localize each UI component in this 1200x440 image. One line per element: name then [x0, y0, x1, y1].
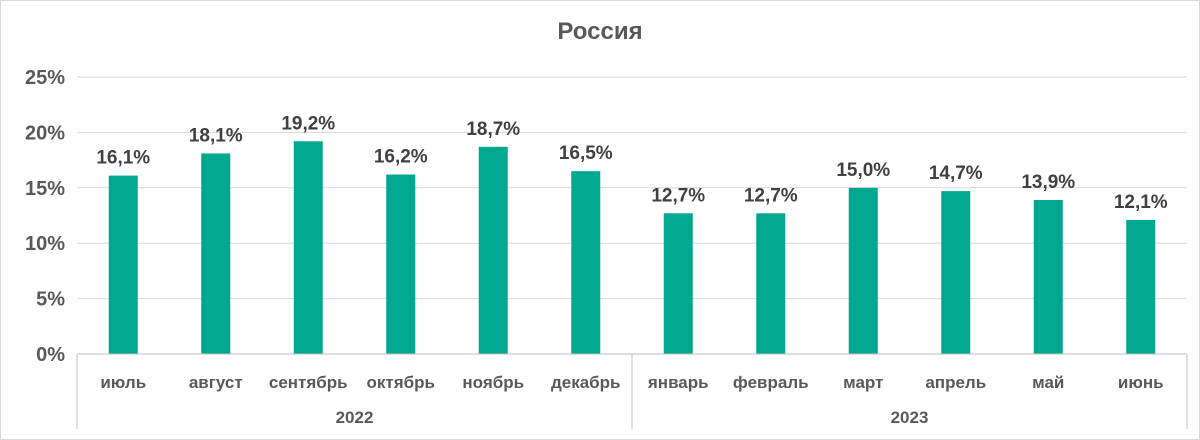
- data-label: 12,7%: [744, 185, 798, 206]
- data-label: 16,5%: [559, 143, 613, 164]
- x-tick-label: ноябрь: [462, 373, 524, 392]
- data-label: 14,7%: [929, 163, 983, 184]
- data-label: 19,2%: [281, 113, 335, 134]
- data-label: 16,1%: [96, 148, 150, 169]
- bar: [941, 191, 971, 354]
- y-tick-label: 5%: [36, 289, 65, 311]
- x-tick-label: январь: [647, 373, 709, 392]
- x-tick-label: март: [843, 373, 883, 392]
- group-label: 2023: [891, 408, 929, 427]
- x-tick-label: май: [1032, 373, 1064, 392]
- y-tick-label: 10%: [25, 233, 65, 255]
- bar: [663, 213, 693, 354]
- data-label: 16,2%: [374, 147, 428, 168]
- gridlines: [77, 76, 1187, 300]
- chart-title: Россия: [557, 18, 642, 45]
- bar: [1126, 219, 1156, 354]
- y-tick-label: 15%: [25, 178, 65, 200]
- group-label: 2022: [336, 408, 374, 427]
- bar: [478, 146, 508, 354]
- data-label: 18,1%: [189, 125, 243, 146]
- x-tick-label: август: [189, 373, 243, 392]
- bars: [108, 141, 1156, 354]
- data-label: 12,1%: [1114, 192, 1168, 213]
- y-tick-label: 25%: [25, 67, 65, 89]
- x-tick-label: февраль: [733, 373, 809, 392]
- data-label: 12,7%: [651, 185, 705, 206]
- x-tick-label: декабрь: [551, 373, 621, 392]
- data-label: 18,7%: [466, 119, 520, 140]
- y-axis-ticks: 0% 5% 10% 15% 20% 25%: [25, 67, 65, 366]
- bar: [571, 171, 601, 354]
- y-tick-label: 20%: [25, 122, 65, 144]
- x-tick-label: октябрь: [367, 373, 435, 392]
- x-tick-label: сентябрь: [269, 373, 348, 392]
- data-label: 15,0%: [836, 160, 890, 181]
- x-tick-label: июль: [100, 373, 146, 392]
- bar: [1033, 199, 1063, 354]
- x-tick-label: апрель: [925, 373, 986, 392]
- bar: [293, 141, 323, 354]
- y-tick-label: 0%: [36, 344, 65, 366]
- data-labels: 16,1% 18,1% 19,2% 16,2% 18,7% 16,5% 12,7% 12,7%…: [96, 113, 1167, 213]
- bar: [386, 174, 416, 354]
- data-label: 13,9%: [1021, 172, 1075, 193]
- x-axis: июль август сентябрь октябрь ноябрь декабрь ян…: [76, 353, 1188, 429]
- x-tick-label: июнь: [1118, 373, 1164, 392]
- bar: [201, 153, 231, 354]
- bar: [848, 187, 878, 354]
- bar: [108, 175, 138, 354]
- bar: [756, 213, 786, 354]
